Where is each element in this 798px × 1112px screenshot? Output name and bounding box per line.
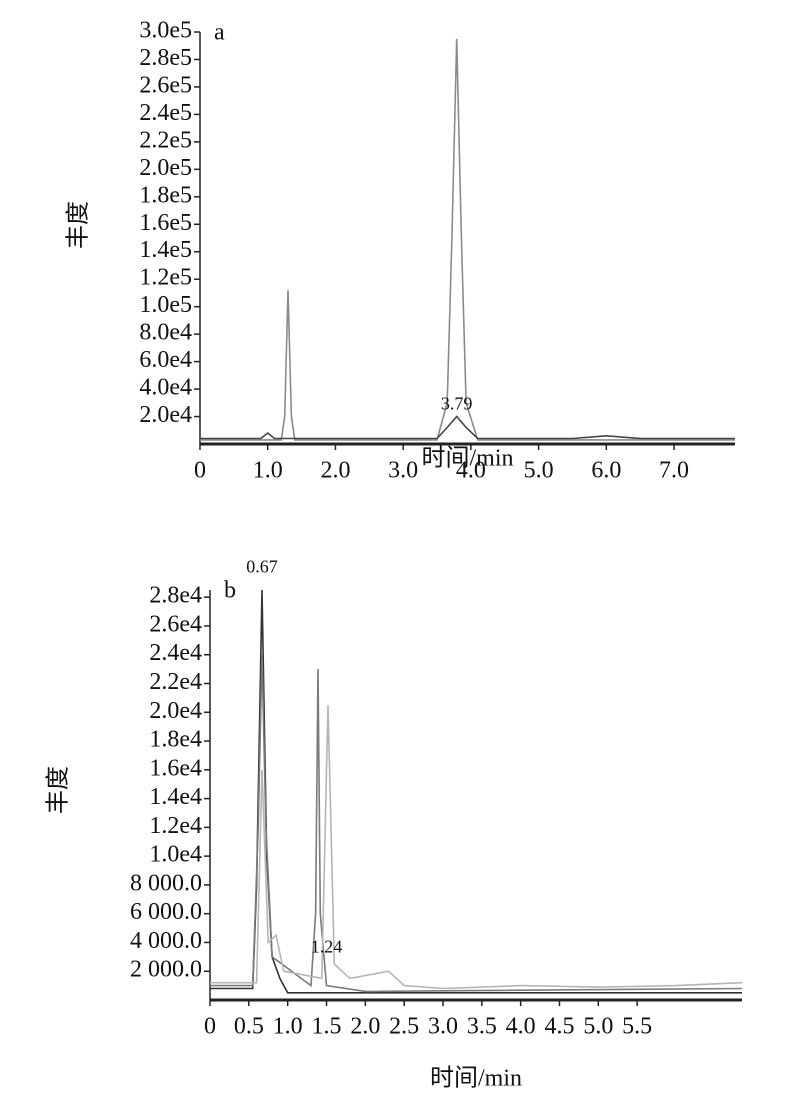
y-tick-label: 1.8e4 bbox=[149, 727, 202, 753]
y-axis-label: 丰度 bbox=[45, 766, 72, 814]
y-tick-label: 2.2e4 bbox=[149, 669, 202, 695]
x-axis-label: 时间/min bbox=[421, 445, 513, 472]
x-tick-label: 2.0 bbox=[320, 458, 350, 484]
peak-annotation: 3.79 bbox=[441, 394, 473, 414]
x-tick-label: 1.0 bbox=[273, 1014, 303, 1040]
x-tick-label: 1.5 bbox=[311, 1014, 341, 1040]
trace bbox=[210, 589, 742, 994]
x-axis-label: 时间/min bbox=[430, 1065, 522, 1092]
x-tick-label: 0.5 bbox=[234, 1014, 264, 1040]
trace bbox=[200, 415, 735, 440]
x-tick-label: 2.0 bbox=[350, 1014, 380, 1040]
y-tick-label: 3.0e5 bbox=[139, 18, 192, 44]
x-tick-label: 1.0 bbox=[253, 458, 283, 484]
y-tick-label: 8 000.0 bbox=[130, 870, 202, 896]
peak-annotation: 0.67 bbox=[246, 557, 278, 577]
x-tick-label: 4.0 bbox=[456, 458, 486, 484]
x-tick-label: 5.0 bbox=[583, 1014, 613, 1040]
y-tick-label: 1.2e4 bbox=[149, 813, 202, 839]
x-tick-label: 7.0 bbox=[659, 458, 689, 484]
x-tick-label: 6.0 bbox=[591, 458, 621, 484]
y-tick-label: 2.8e5 bbox=[139, 45, 192, 71]
y-tick-label: 2.2e5 bbox=[139, 127, 192, 153]
y-tick-label: 6 000.0 bbox=[130, 899, 202, 925]
y-tick-label: 4.0e4 bbox=[139, 375, 192, 401]
peak-annotation: 1.24 bbox=[311, 936, 343, 956]
y-tick-label: 2.6e4 bbox=[149, 611, 202, 637]
y-tick-label: 1.4e5 bbox=[139, 237, 192, 263]
y-tick-label: 2.8e4 bbox=[149, 583, 202, 609]
x-tick-label: 0 bbox=[204, 1014, 216, 1040]
y-tick-label: 1.6e4 bbox=[149, 755, 202, 781]
y-tick-label: 8.0e4 bbox=[139, 320, 192, 346]
x-tick-label: 3.0 bbox=[388, 458, 418, 484]
x-tick-label: 3.0 bbox=[428, 1014, 458, 1040]
y-tick-label: 2.6e5 bbox=[139, 72, 192, 98]
y-tick-label: 6.0e4 bbox=[139, 347, 192, 373]
y-axis-label: 丰度 bbox=[65, 201, 92, 249]
panel-label: b bbox=[224, 578, 236, 604]
y-tick-label: 1.6e5 bbox=[139, 210, 192, 236]
trace bbox=[210, 654, 743, 993]
panel-label: a bbox=[214, 20, 225, 46]
x-tick-label: 2.5 bbox=[389, 1014, 419, 1040]
y-tick-label: 2.0e5 bbox=[139, 155, 192, 181]
y-tick-label: 1.8e5 bbox=[139, 182, 192, 208]
y-tick-label: 2.0e4 bbox=[149, 698, 202, 724]
y-tick-label: 1.2e5 bbox=[139, 265, 192, 291]
y-tick-label: 1.0e4 bbox=[149, 842, 202, 868]
y-tick-label: 4 000.0 bbox=[130, 928, 202, 954]
y-tick-label: 2.4e5 bbox=[139, 100, 192, 126]
y-tick-label: 2.4e4 bbox=[149, 640, 202, 666]
x-tick-label: 3.5 bbox=[467, 1014, 497, 1040]
y-tick-label: 2 000.0 bbox=[130, 957, 202, 983]
trace bbox=[200, 38, 735, 441]
y-tick-label: 1.4e4 bbox=[149, 784, 202, 810]
y-tick-label: 1.0e5 bbox=[139, 292, 192, 318]
trace bbox=[210, 705, 743, 990]
x-tick-label: 5.5 bbox=[622, 1014, 652, 1040]
x-tick-label: 5.0 bbox=[524, 458, 554, 484]
x-tick-label: 0 bbox=[194, 458, 206, 484]
x-tick-label: 4.0 bbox=[506, 1014, 536, 1040]
y-tick-label: 2.0e4 bbox=[139, 402, 192, 428]
x-tick-label: 4.5 bbox=[544, 1014, 574, 1040]
